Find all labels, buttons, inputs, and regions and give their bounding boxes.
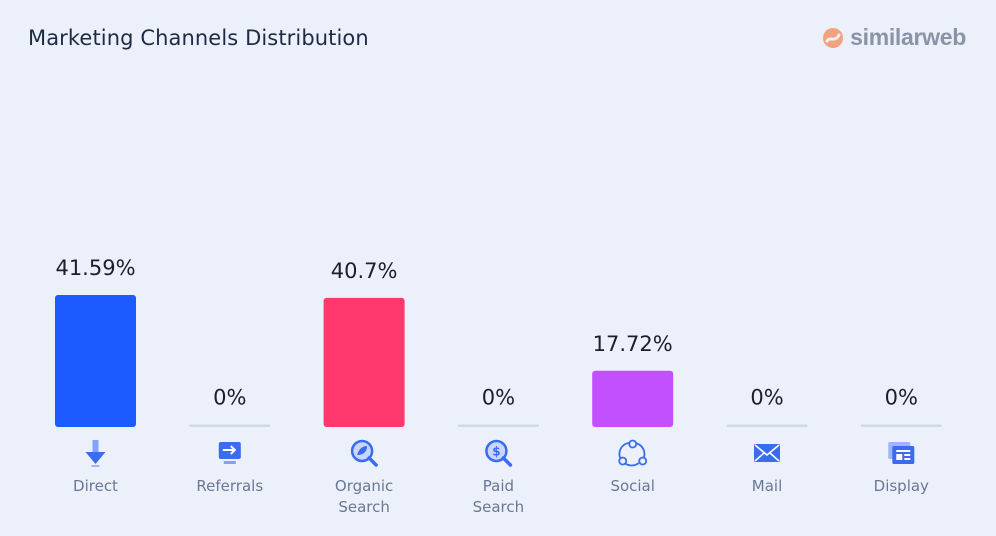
bar-organic-search — [323, 297, 405, 427]
value-label-organic-search: 40.7% — [331, 259, 398, 283]
similarweb-logo-icon — [823, 27, 844, 48]
similarweb-logo-text: similarweb — [850, 24, 966, 50]
category-label-referrals: Referrals — [196, 477, 264, 495]
paid-search-icon: $ — [485, 439, 513, 467]
organic-search-icon — [350, 439, 378, 467]
value-label-direct: 41.59% — [55, 256, 135, 280]
value-label-mail: 0% — [750, 386, 783, 410]
category-label-paid-search: Paid Search — [472, 477, 525, 516]
display-window-icon — [888, 442, 915, 464]
value-label-social: 17.72% — [593, 332, 673, 356]
category-label-mail: Mail — [751, 477, 783, 495]
similarweb-logo: similarweb — [822, 24, 966, 51]
svg-text:$: $ — [492, 445, 500, 459]
value-label-display: 0% — [885, 386, 918, 410]
category-label-direct: Direct — [73, 477, 118, 495]
bar-paid-search — [457, 424, 539, 427]
category-label-display: Display — [873, 477, 929, 495]
bar-referrals — [189, 424, 271, 427]
referrals-monitor-icon — [218, 442, 241, 464]
category-label-organic-search: Organic Search — [334, 477, 394, 516]
chart-title: Marketing Channels Distribution — [28, 26, 369, 50]
social-share-icon — [618, 439, 648, 467]
bar-direct — [55, 295, 136, 427]
bar-social — [592, 370, 674, 427]
value-label-referrals: 0% — [213, 386, 246, 410]
mail-envelope-icon — [754, 444, 780, 462]
category-label-social: Social — [610, 477, 655, 495]
value-label-paid-search: 0% — [482, 386, 515, 410]
bar-display — [860, 424, 942, 427]
bar-mail — [726, 424, 808, 427]
direct-arrow-icon — [85, 440, 106, 467]
